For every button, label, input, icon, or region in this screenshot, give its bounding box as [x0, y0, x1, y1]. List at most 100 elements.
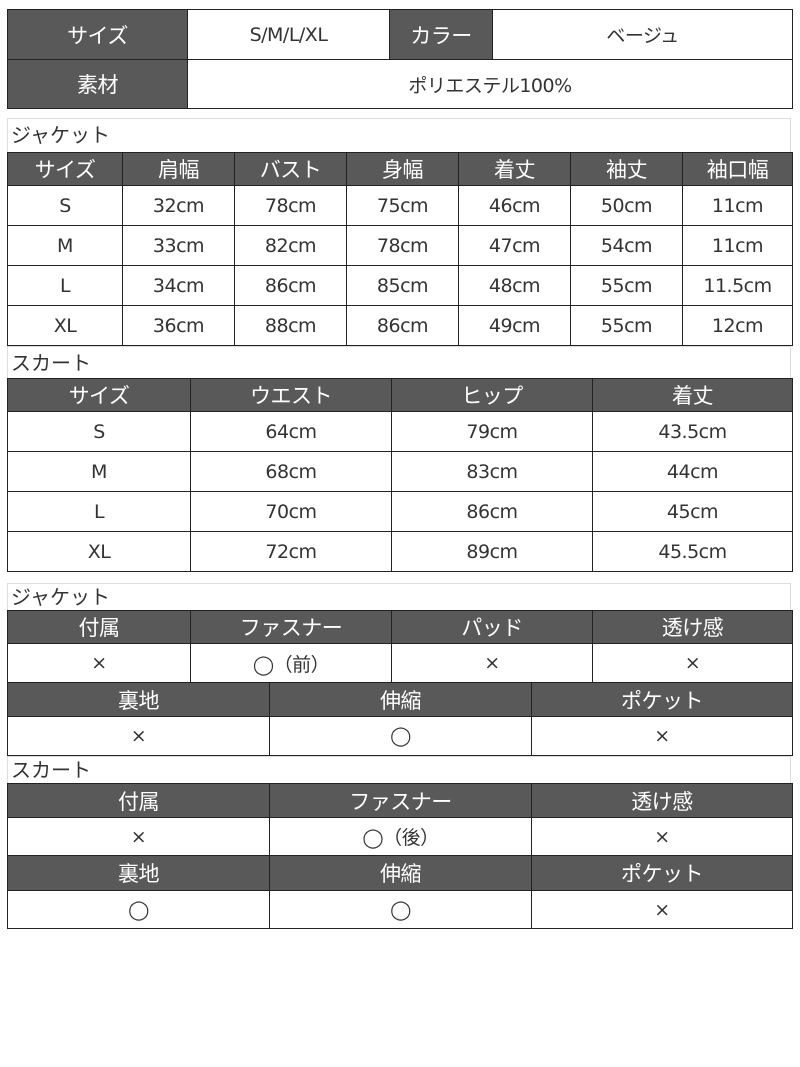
column-header: 着丈 [458, 152, 571, 186]
table-cell: 11cm [682, 225, 793, 266]
table-row: S 64cm 79cm 43.5cm [7, 411, 793, 452]
table-cell: M [7, 225, 123, 266]
jacket-size-table: サイズ 肩幅 バスト 身幅 着丈 袖丈 袖口幅 S 32cm 78cm 75cm 46cm 50cm 11… [7, 152, 793, 346]
jacket-size-title: ジャケット [7, 118, 791, 152]
table-row: × ◯ × [7, 716, 793, 756]
skirt-size-table: サイズ ウエスト ヒップ 着丈 S 64cm 79cm 43.5cm M 68cm 83cm 44cm… [7, 378, 793, 572]
table-row: XL 72cm 89cm 45.5cm [7, 531, 793, 572]
table-cell: M [7, 451, 191, 492]
table-cell: S [7, 411, 191, 452]
column-header: 付属 [7, 610, 191, 644]
table-cell: 45cm [592, 491, 793, 532]
summary-table: サイズ S/M/L/XL カラー ベージュ 素材 ポリエステル100% [7, 9, 793, 109]
size-label: サイズ [7, 9, 188, 60]
table-cell: 43.5cm [592, 411, 793, 452]
column-header: 透け感 [531, 783, 793, 818]
table-row: L 34cm 86cm 85cm 48cm 55cm 11.5cm [7, 265, 793, 306]
jacket-attr-table-1: 付属 ファスナー パッド 透け感 × ◯（前） × × [7, 610, 793, 683]
table-cell: × [531, 817, 793, 856]
table-cell: 12cm [682, 305, 793, 346]
table-cell: ◯ [7, 890, 270, 929]
column-header: パッド [391, 610, 593, 644]
table-cell: 82cm [234, 225, 347, 266]
material-value: ポリエステル100% [187, 59, 793, 109]
table-cell: × [592, 643, 793, 683]
column-header: ヒップ [391, 378, 593, 412]
column-header: 裏地 [7, 855, 270, 891]
table-cell: 46cm [458, 185, 571, 226]
table-cell: 11.5cm [682, 265, 793, 306]
header-row: サイズ 肩幅 バスト 身幅 着丈 袖丈 袖口幅 [7, 152, 793, 186]
table-row: M 68cm 83cm 44cm [7, 451, 793, 492]
table-row: × ◯（後） × [7, 817, 793, 856]
table-cell: 50cm [570, 185, 683, 226]
table-cell: 48cm [458, 265, 571, 306]
table-cell: × [391, 643, 593, 683]
table-cell: 89cm [391, 531, 593, 572]
table-cell: 36cm [122, 305, 235, 346]
table-cell: 11cm [682, 185, 793, 226]
material-label: 素材 [7, 59, 188, 109]
column-header: 袖丈 [570, 152, 683, 186]
column-header: サイズ [7, 378, 191, 412]
header-row: 付属 ファスナー 透け感 [7, 783, 793, 818]
table-cell: L [7, 265, 123, 306]
table-cell: ◯ [269, 716, 532, 756]
table-cell: 33cm [122, 225, 235, 266]
table-cell: 75cm [346, 185, 459, 226]
table-cell: 34cm [122, 265, 235, 306]
table-row: L 70cm 86cm 45cm [7, 491, 793, 532]
table-cell: L [7, 491, 191, 532]
jacket-attr-table-2: 裏地 伸縮 ポケット × ◯ × [7, 682, 793, 756]
table-cell: 86cm [234, 265, 347, 306]
column-header: 裏地 [7, 682, 270, 717]
size-value: S/M/L/XL [187, 9, 390, 60]
table-row: ◯ ◯ × [7, 890, 793, 929]
column-header: 袖口幅 [682, 152, 793, 186]
table-cell: 49cm [458, 305, 571, 346]
table-cell: 68cm [190, 451, 392, 492]
header-row: 裏地 伸縮 ポケット [7, 855, 793, 891]
table-row: × ◯（前） × × [7, 643, 793, 683]
table-cell: × [531, 716, 793, 756]
table-cell: 55cm [570, 305, 683, 346]
table-row: M 33cm 82cm 78cm 47cm 54cm 11cm [7, 225, 793, 266]
column-header: 伸縮 [269, 682, 532, 717]
table-cell: 64cm [190, 411, 392, 452]
header-row: サイズ ウエスト ヒップ 着丈 [7, 378, 793, 412]
table-cell: 88cm [234, 305, 347, 346]
jacket-attr-title: ジャケット [7, 583, 791, 610]
table-cell: × [7, 643, 191, 683]
table-row: S 32cm 78cm 75cm 46cm 50cm 11cm [7, 185, 793, 226]
table-cell: 32cm [122, 185, 235, 226]
table-cell: 70cm [190, 491, 392, 532]
skirt-attr-table-2: 裏地 伸縮 ポケット ◯ ◯ × [7, 855, 793, 929]
column-header: サイズ [7, 152, 123, 186]
column-header: 伸縮 [269, 855, 532, 891]
color-value: ベージュ [492, 9, 793, 60]
column-header: 身幅 [346, 152, 459, 186]
table-cell: 78cm [346, 225, 459, 266]
column-header: ポケット [531, 682, 793, 717]
table-cell: 44cm [592, 451, 793, 492]
table-cell: 54cm [570, 225, 683, 266]
table-cell: 47cm [458, 225, 571, 266]
header-row: 付属 ファスナー パッド 透け感 [7, 610, 793, 644]
table-cell: XL [7, 305, 123, 346]
table-cell: × [531, 890, 793, 929]
skirt-attr-title: スカート [7, 756, 791, 783]
table-cell: ◯ [269, 890, 532, 929]
table-cell: 79cm [391, 411, 593, 452]
column-header: ファスナー [269, 783, 532, 818]
table-cell: 55cm [570, 265, 683, 306]
column-header: ポケット [531, 855, 793, 891]
table-row: XL 36cm 88cm 86cm 49cm 55cm 12cm [7, 305, 793, 346]
table-cell: ◯（前） [190, 643, 392, 683]
skirt-size-title: スカート [7, 346, 791, 378]
column-header: バスト [234, 152, 347, 186]
table-cell: ◯（後） [269, 817, 532, 856]
table-cell: 45.5cm [592, 531, 793, 572]
column-header: ファスナー [190, 610, 392, 644]
table-cell: 86cm [391, 491, 593, 532]
skirt-attr-table-1: 付属 ファスナー 透け感 × ◯（後） × [7, 783, 793, 856]
